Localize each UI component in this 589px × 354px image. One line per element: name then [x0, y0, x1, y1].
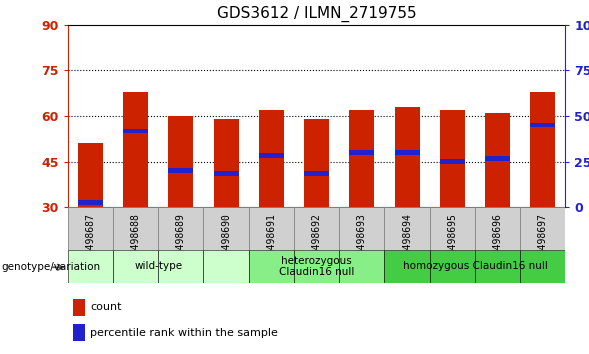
Bar: [158, 250, 203, 283]
Bar: [123, 92, 148, 207]
Text: GSM498692: GSM498692: [312, 213, 322, 266]
Bar: [123, 129, 148, 133]
Bar: [259, 110, 284, 207]
Bar: [168, 116, 193, 207]
Bar: [158, 207, 203, 250]
Bar: [530, 123, 555, 127]
Bar: [385, 207, 430, 250]
Text: GSM498696: GSM498696: [492, 213, 502, 266]
Text: GSM498693: GSM498693: [357, 213, 367, 266]
Bar: [485, 156, 510, 161]
Bar: [430, 207, 475, 250]
Text: genotype/variation: genotype/variation: [1, 262, 100, 272]
Bar: [113, 250, 158, 283]
Text: wild-type: wild-type: [134, 261, 182, 272]
Text: GSM498687: GSM498687: [85, 213, 95, 266]
Bar: [203, 250, 249, 283]
Text: GSM498697: GSM498697: [538, 213, 548, 266]
Bar: [249, 250, 294, 283]
Bar: [530, 92, 555, 207]
Bar: [72, 324, 85, 341]
Bar: [385, 250, 430, 283]
Bar: [78, 200, 103, 205]
Bar: [485, 113, 510, 207]
Bar: [440, 159, 465, 164]
Text: GSM498694: GSM498694: [402, 213, 412, 266]
Bar: [349, 150, 374, 155]
Bar: [78, 143, 103, 207]
Bar: [440, 110, 465, 207]
Bar: [214, 119, 239, 207]
Bar: [72, 299, 85, 316]
Bar: [68, 250, 113, 283]
Bar: [349, 110, 374, 207]
Bar: [214, 171, 239, 176]
Text: GSM498688: GSM498688: [131, 213, 141, 266]
Bar: [520, 207, 565, 250]
Bar: [304, 119, 329, 207]
Text: homozygous Claudin16 null: homozygous Claudin16 null: [402, 261, 547, 272]
Text: percentile rank within the sample: percentile rank within the sample: [90, 328, 278, 338]
Bar: [249, 207, 294, 250]
Bar: [259, 153, 284, 158]
Title: GDS3612 / ILMN_2719755: GDS3612 / ILMN_2719755: [217, 6, 416, 22]
Text: GSM498691: GSM498691: [266, 213, 276, 266]
Text: GSM498690: GSM498690: [221, 213, 231, 266]
Bar: [475, 207, 520, 250]
Bar: [395, 150, 419, 155]
Text: heterozygous
Claudin16 null: heterozygous Claudin16 null: [279, 256, 354, 277]
Bar: [203, 207, 249, 250]
Bar: [520, 250, 565, 283]
Text: GSM498695: GSM498695: [447, 213, 457, 266]
Bar: [395, 107, 419, 207]
Bar: [475, 250, 520, 283]
Bar: [113, 207, 158, 250]
Bar: [339, 250, 385, 283]
Bar: [304, 171, 329, 176]
Text: count: count: [90, 302, 122, 312]
Bar: [294, 250, 339, 283]
Bar: [339, 207, 385, 250]
Bar: [68, 207, 113, 250]
Text: GSM498689: GSM498689: [176, 213, 186, 266]
Bar: [430, 250, 475, 283]
Bar: [294, 207, 339, 250]
Bar: [168, 169, 193, 173]
